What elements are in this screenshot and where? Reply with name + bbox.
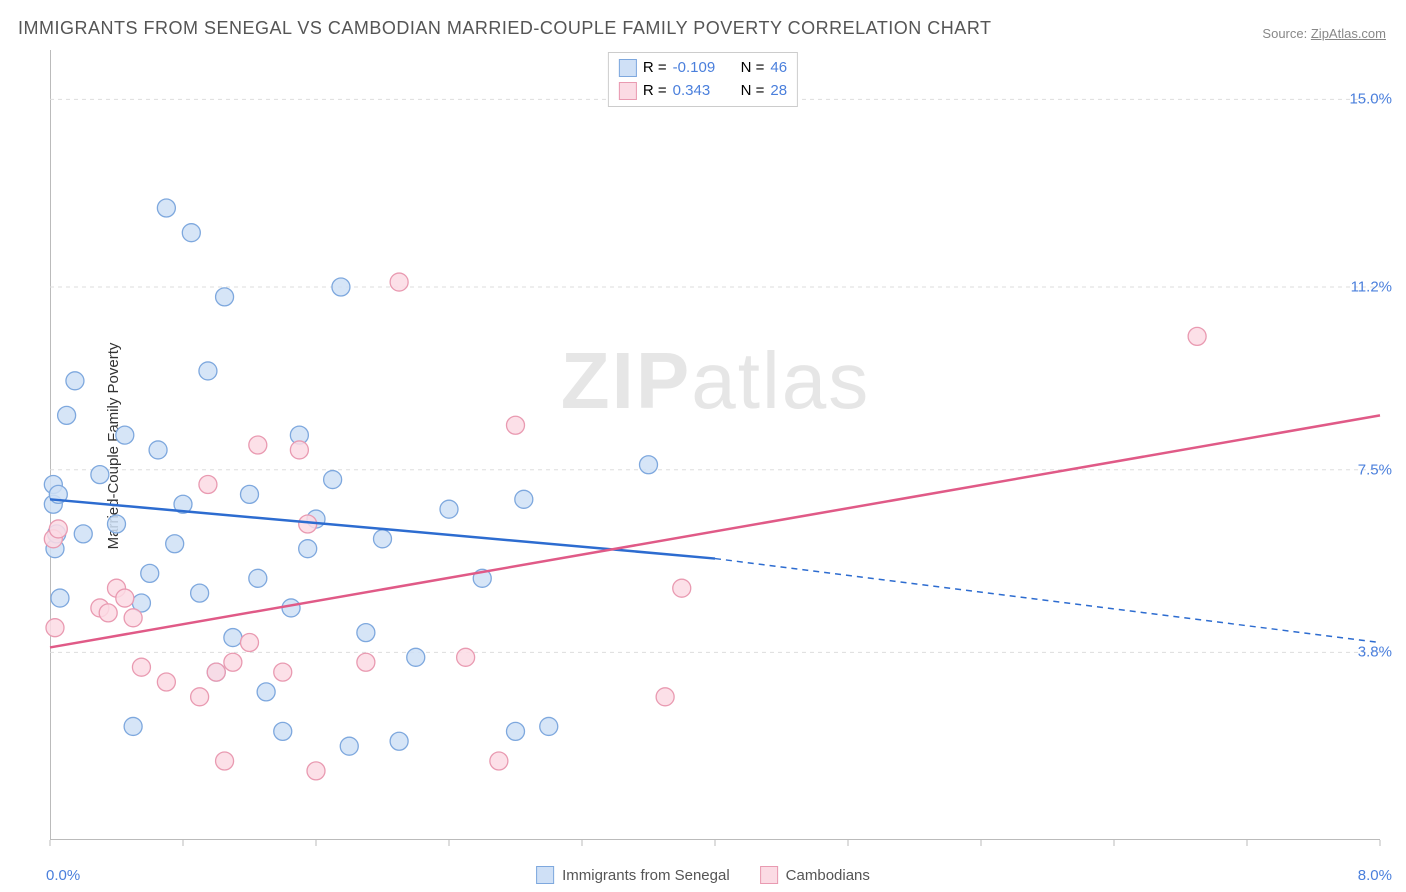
- source-link[interactable]: ZipAtlas.com: [1311, 26, 1386, 41]
- n-value-cambodian: 28: [770, 80, 787, 103]
- legend-swatch-senegal: [619, 59, 637, 77]
- r-value-cambodian: 0.343: [673, 80, 721, 103]
- scatter-svg: [50, 50, 1380, 840]
- y-tick-label: 15.0%: [1349, 91, 1392, 108]
- legend-label-cambodian: Cambodians: [786, 867, 870, 884]
- source-label: Source:: [1262, 26, 1307, 41]
- r-label: R =: [643, 80, 667, 103]
- legend-stats-row-2: R = 0.343 N = 28: [619, 80, 787, 103]
- legend-swatch-cambodian: [619, 82, 637, 100]
- x-axis-max-label: 8.0%: [1358, 867, 1392, 884]
- legend-stats: R = -0.109 N = 46 R = 0.343 N = 28: [608, 52, 798, 107]
- source-attribution: Source: ZipAtlas.com: [1262, 26, 1386, 41]
- legend-item-senegal: Immigrants from Senegal: [536, 866, 730, 884]
- r-value-senegal: -0.109: [673, 57, 721, 80]
- legend-item-cambodian: Cambodians: [760, 866, 870, 884]
- n-label: N =: [741, 57, 765, 80]
- r-label: R =: [643, 57, 667, 80]
- legend-swatch-senegal: [536, 866, 554, 884]
- n-label: N =: [741, 80, 765, 103]
- legend-stats-row-1: R = -0.109 N = 46: [619, 57, 787, 80]
- chart-title: IMMIGRANTS FROM SENEGAL VS CAMBODIAN MAR…: [18, 18, 991, 39]
- y-tick-label: 3.8%: [1358, 644, 1392, 661]
- y-tick-label: 11.2%: [1351, 279, 1392, 296]
- legend-label-senegal: Immigrants from Senegal: [562, 867, 730, 884]
- n-value-senegal: 46: [770, 57, 787, 80]
- legend-series: Immigrants from Senegal Cambodians: [536, 866, 870, 884]
- y-tick-label: 7.5%: [1358, 461, 1392, 478]
- legend-swatch-cambodian: [760, 866, 778, 884]
- x-axis-min-label: 0.0%: [46, 867, 80, 884]
